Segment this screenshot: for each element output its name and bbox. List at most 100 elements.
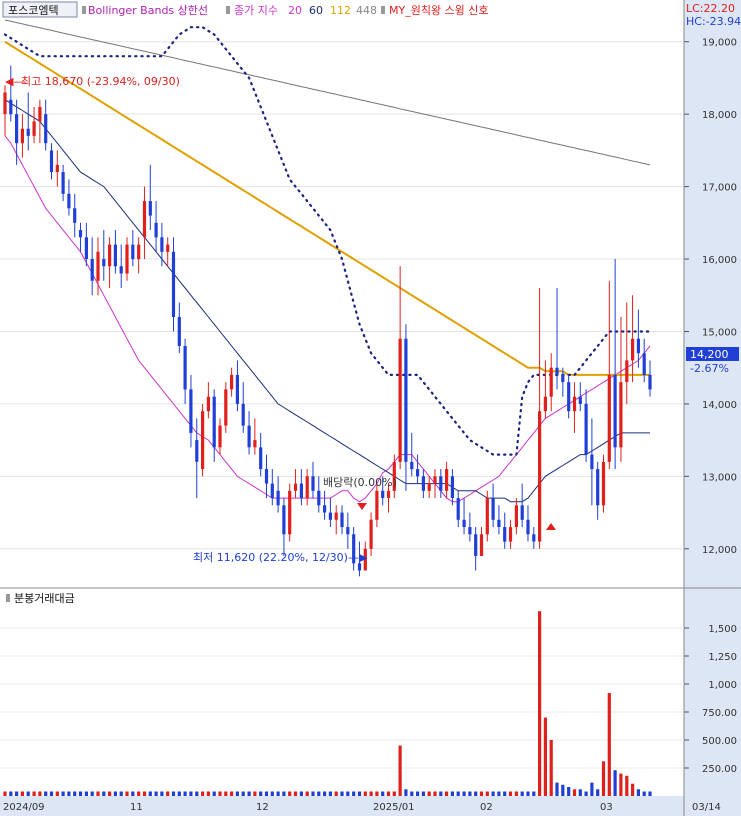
signal-legend[interactable]: MY_원칙왕 스윙 신호	[389, 4, 489, 17]
candle-body	[631, 338, 635, 361]
candle-body	[20, 128, 24, 144]
volume-bar	[224, 791, 228, 796]
candle	[625, 302, 629, 404]
candle	[9, 65, 13, 122]
candle-body	[15, 114, 19, 144]
price-tick-label: 16,000	[702, 255, 737, 266]
volume-bar	[334, 791, 338, 796]
volume-bar	[421, 791, 425, 796]
bb-legend-marker	[82, 6, 86, 14]
volume-bar	[450, 791, 454, 796]
candle-body	[218, 425, 222, 448]
candle-body	[520, 505, 524, 520]
candle-body	[567, 382, 571, 412]
candle	[392, 454, 396, 499]
price-axis-bg	[684, 0, 741, 588]
stock-name-box[interactable]	[2, 1, 78, 18]
candle-body	[514, 505, 518, 527]
volume-bar	[282, 791, 286, 796]
volume-bar	[375, 791, 379, 796]
candle-body	[201, 411, 205, 470]
candle-body	[32, 121, 36, 136]
candle-body	[189, 389, 193, 433]
stock-name[interactable]: 포스코엠텍	[8, 4, 59, 17]
volume-bar	[20, 791, 24, 796]
candle-body	[148, 201, 152, 216]
candle	[561, 367, 565, 397]
volume-bar	[235, 791, 239, 796]
candle-body	[206, 396, 210, 412]
candle	[177, 302, 181, 354]
candle	[619, 316, 623, 462]
candle-body	[299, 483, 303, 499]
candle-body	[78, 230, 83, 238]
volume-axis-bg	[684, 588, 741, 796]
candle	[32, 106, 36, 144]
volume-bar	[625, 775, 629, 796]
volume-bar	[357, 791, 362, 796]
candle-body	[363, 548, 367, 571]
x-label-11: 11	[130, 802, 143, 813]
price-tick-label: 12,000	[702, 545, 737, 556]
volume-bar	[340, 791, 344, 796]
candle	[44, 99, 48, 151]
candle	[235, 360, 239, 412]
volume-title[interactable]: 분봉거래대금	[14, 592, 75, 605]
candle-body	[543, 396, 547, 412]
candle	[596, 461, 600, 520]
candle-body	[212, 396, 216, 448]
candle	[439, 469, 443, 499]
volume-bar	[532, 791, 536, 796]
candle-body	[421, 476, 425, 491]
volume-bar	[108, 791, 112, 796]
lc-readout: LC:22.20	[686, 2, 735, 15]
volume-bar	[590, 782, 594, 796]
price-tick-label: 18,000	[702, 110, 737, 121]
candle-body	[357, 563, 362, 571]
candle	[224, 382, 228, 433]
candle-body	[67, 193, 71, 209]
candle-body	[381, 490, 385, 498]
volume-bar	[561, 784, 565, 796]
candle-body	[340, 512, 344, 528]
volume-bar	[369, 791, 373, 796]
ma-legend-label[interactable]: 종가 지수	[234, 4, 278, 17]
candle	[468, 512, 472, 542]
candle-body	[142, 201, 147, 238]
candle	[78, 222, 83, 252]
volume-bar	[67, 791, 71, 796]
candle-body	[282, 505, 286, 535]
candle-body	[328, 512, 332, 520]
candle-body	[648, 374, 652, 390]
candle-body	[468, 527, 472, 535]
candle	[631, 295, 635, 383]
bb-legend[interactable]: Bollinger Bands 상한선	[88, 4, 208, 17]
candle-body	[73, 208, 77, 223]
candle-body	[561, 374, 565, 383]
ma448-legend: 448	[356, 4, 377, 17]
candle-body	[44, 114, 48, 144]
volume-bar	[259, 791, 263, 796]
candle	[154, 201, 158, 252]
volume-bar	[619, 773, 623, 796]
candle-body	[241, 403, 245, 426]
x-label-03-14: 03/14	[692, 802, 721, 813]
candle	[183, 338, 187, 404]
candle-body	[311, 476, 315, 491]
candle-body	[84, 237, 88, 259]
volume-bar	[102, 791, 106, 796]
volume-bar	[142, 791, 147, 796]
candle	[148, 164, 152, 231]
candle-body	[538, 411, 542, 542]
candle	[142, 186, 147, 260]
candle	[357, 541, 362, 577]
volume-bar	[73, 791, 77, 796]
volume-bar	[49, 791, 54, 796]
volume-bar	[183, 791, 187, 796]
candle	[241, 382, 245, 433]
candle	[386, 483, 391, 513]
candle-body	[183, 346, 187, 390]
candle	[90, 237, 94, 296]
candle-body	[352, 534, 356, 564]
volume-bar	[503, 791, 507, 796]
